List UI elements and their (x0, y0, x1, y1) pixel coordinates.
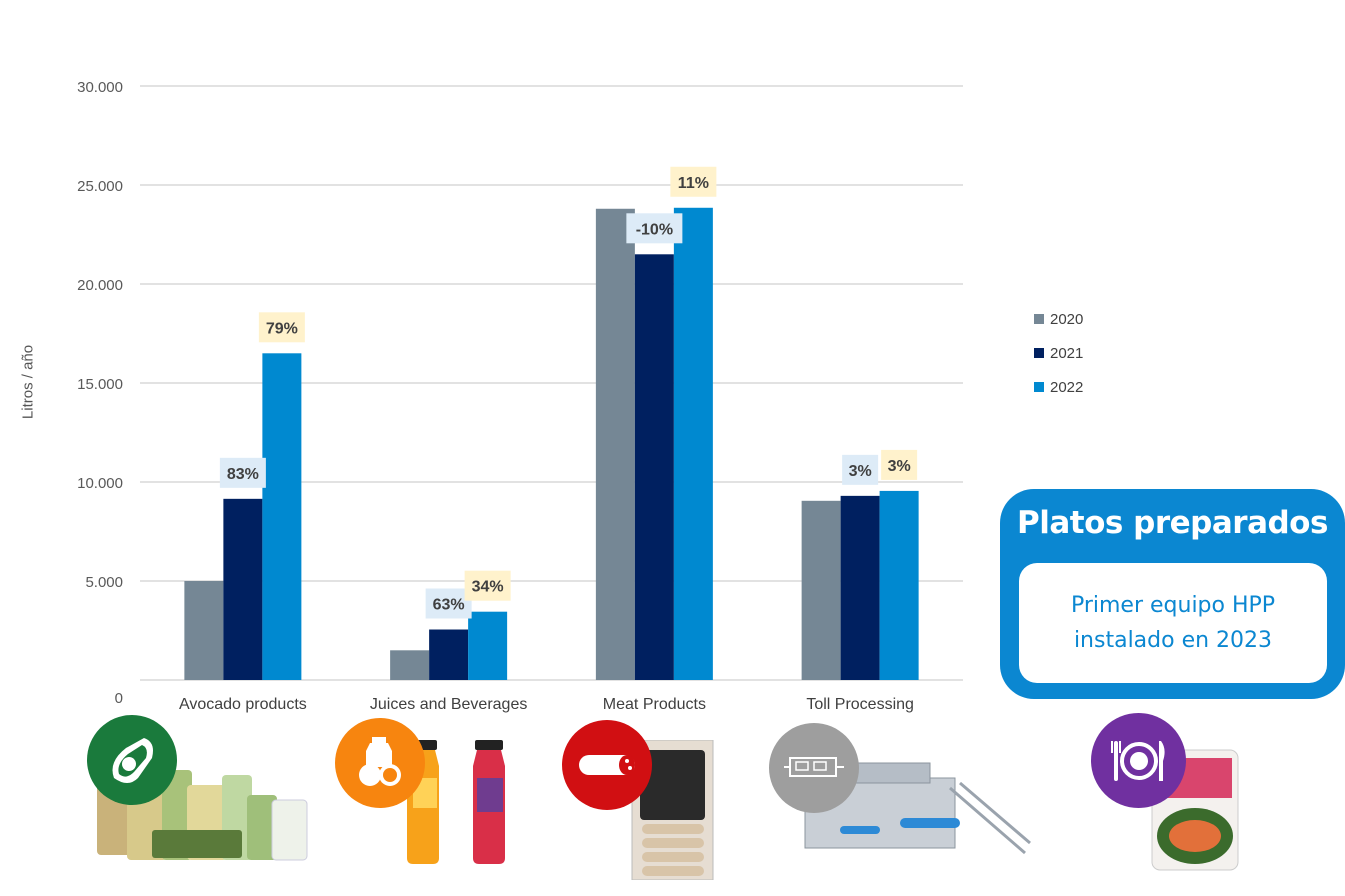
change-badge (842, 454, 879, 485)
callout-box: Primer equipo HPP instalado en 2023 (1019, 563, 1327, 683)
bar (223, 498, 263, 680)
legend-label: 2021 (1050, 344, 1084, 362)
avocado-icon (87, 715, 177, 805)
bar (840, 495, 880, 680)
change-badge-label: 63% (433, 597, 465, 614)
y-tick-label: 25.000 (77, 178, 123, 195)
legend-item-2021: 2021 (1034, 336, 1083, 370)
legend-item-2020: 2020 (1034, 302, 1083, 336)
bar (429, 629, 469, 680)
y-axis-label: Litros / año (19, 344, 37, 420)
change-badge-label: -10% (636, 221, 673, 238)
legend-swatch (1034, 382, 1044, 392)
bar (595, 208, 635, 680)
y-tick-label: 0 (115, 690, 123, 707)
change-badge (881, 449, 918, 480)
change-badge-label: 79% (266, 320, 298, 337)
change-badge (219, 457, 266, 488)
change-badge-label: 34% (472, 579, 504, 596)
bar (673, 207, 713, 680)
hpp-machine-icon (769, 723, 859, 813)
y-tick-label: 15.000 (77, 376, 123, 393)
change-badge (626, 213, 683, 244)
legend-swatch (1034, 348, 1044, 358)
bar (879, 490, 919, 680)
y-tick-label: 10.000 (77, 475, 123, 492)
bar (634, 254, 674, 681)
prepared-meals-callout: Platos preparados Primer equipo HPP inst… (1000, 489, 1345, 699)
change-badge (425, 588, 472, 619)
callout-body: Primer equipo HPP instalado en 2023 (1070, 593, 1276, 653)
x-tick-label: Toll Processing (806, 696, 914, 713)
legend-label: 2020 (1050, 310, 1084, 328)
juice-fruit-icon (335, 718, 425, 808)
chart-legend: 2020 2021 2022 (1034, 302, 1083, 404)
y-tick-label: 20.000 (77, 277, 123, 294)
bar (184, 581, 224, 680)
change-badge-label: 83% (227, 466, 259, 483)
bar (390, 650, 430, 680)
change-badge (670, 166, 717, 197)
change-badge-label: 3% (888, 458, 911, 475)
bar (468, 611, 508, 680)
x-tick-label: Avocado products (179, 696, 307, 713)
sausages-photo (631, 740, 714, 880)
x-tick-label: Juices and Beverages (370, 696, 527, 713)
legend-item-2022: 2022 (1034, 370, 1083, 404)
legend-swatch (1034, 314, 1044, 324)
change-badge (464, 570, 511, 601)
x-tick-label: Meat Products (603, 696, 706, 713)
change-badge (258, 312, 305, 343)
sausage-icon (562, 720, 652, 810)
change-badge-label: 3% (849, 463, 872, 480)
bar (262, 353, 302, 680)
bar (801, 500, 841, 680)
callout-title: Platos preparados (1017, 505, 1328, 541)
legend-label: 2022 (1050, 378, 1084, 396)
y-tick-label: 5.000 (85, 574, 123, 591)
y-tick-label: 30.000 (77, 79, 123, 96)
plate-cutlery-icon (1091, 713, 1186, 808)
change-badge-label: 11% (678, 175, 709, 192)
juices-photo (407, 740, 505, 864)
